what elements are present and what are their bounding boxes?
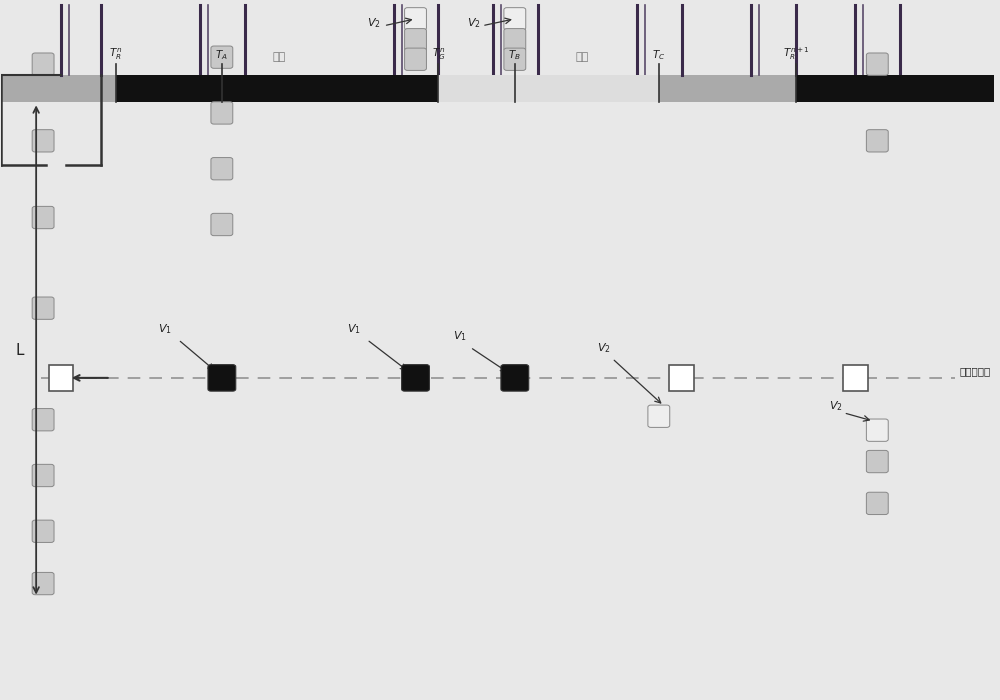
Text: 红灯: 红灯 [273, 52, 286, 62]
Text: 绿灯: 绿灯 [576, 52, 589, 62]
FancyBboxPatch shape [32, 53, 54, 76]
FancyBboxPatch shape [405, 29, 426, 51]
Text: L: L [16, 342, 24, 358]
FancyBboxPatch shape [843, 365, 868, 391]
FancyBboxPatch shape [32, 297, 54, 319]
Bar [438, 75, 659, 102]
FancyBboxPatch shape [866, 130, 888, 152]
FancyBboxPatch shape [32, 206, 54, 229]
FancyBboxPatch shape [866, 450, 888, 473]
FancyBboxPatch shape [32, 409, 54, 431]
Text: $T_A$: $T_A$ [215, 48, 228, 62]
Text: $T_C$: $T_C$ [652, 48, 666, 62]
Text: $T_B$: $T_B$ [508, 48, 521, 62]
Text: $V_1$: $V_1$ [158, 323, 172, 337]
FancyBboxPatch shape [208, 365, 236, 391]
FancyBboxPatch shape [32, 520, 54, 542]
FancyBboxPatch shape [866, 53, 888, 76]
FancyBboxPatch shape [866, 492, 888, 514]
Text: $V_2$: $V_2$ [597, 342, 611, 355]
FancyBboxPatch shape [211, 214, 233, 236]
Text: $T_R^{n+1}$: $T_R^{n+1}$ [783, 46, 809, 62]
FancyBboxPatch shape [211, 158, 233, 180]
FancyBboxPatch shape [402, 365, 429, 391]
FancyBboxPatch shape [405, 48, 426, 71]
FancyBboxPatch shape [211, 102, 233, 124]
Text: $T_R^n$: $T_R^n$ [109, 47, 122, 62]
Bar [1, 75, 994, 102]
FancyBboxPatch shape [669, 365, 694, 391]
Bar [116, 75, 438, 102]
Text: $V_2$: $V_2$ [367, 16, 381, 29]
Text: $V_1$: $V_1$ [347, 323, 361, 337]
FancyBboxPatch shape [32, 130, 54, 152]
FancyBboxPatch shape [32, 464, 54, 486]
Text: $V_2$: $V_2$ [829, 399, 842, 413]
FancyBboxPatch shape [504, 48, 526, 71]
FancyBboxPatch shape [405, 8, 426, 30]
FancyBboxPatch shape [504, 29, 526, 51]
Text: $T_G^n$: $T_G^n$ [432, 47, 445, 62]
FancyBboxPatch shape [501, 365, 529, 391]
FancyBboxPatch shape [648, 405, 670, 428]
FancyBboxPatch shape [866, 419, 888, 441]
Text: 车辆检测器: 车辆检测器 [960, 366, 991, 376]
FancyBboxPatch shape [32, 573, 54, 595]
FancyBboxPatch shape [504, 8, 526, 30]
Text: $V_2$: $V_2$ [467, 16, 481, 29]
Bar [796, 75, 994, 102]
FancyBboxPatch shape [211, 46, 233, 69]
Text: $V_1$: $V_1$ [453, 330, 467, 343]
FancyBboxPatch shape [49, 365, 73, 391]
